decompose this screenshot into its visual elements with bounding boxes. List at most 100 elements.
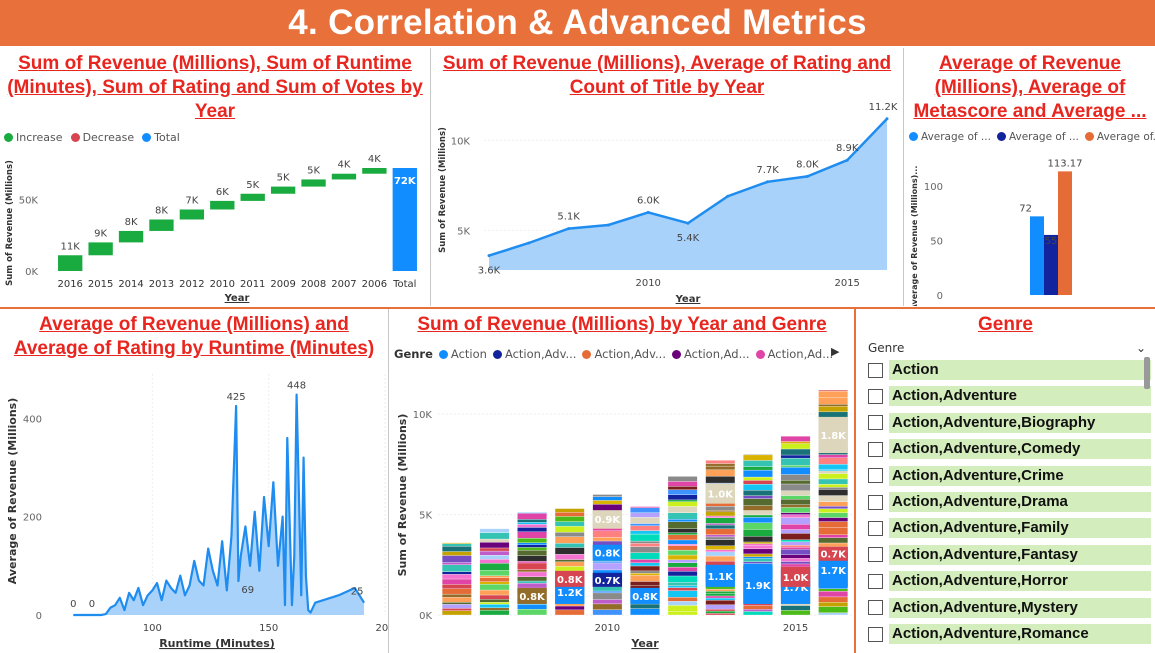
stacked-segment[interactable] <box>517 542 547 546</box>
waterfall-legend-item[interactable]: Increase <box>4 131 63 144</box>
stacked-segment[interactable] <box>818 483 849 488</box>
stacked-segment[interactable] <box>818 534 849 538</box>
stacked-segment[interactable] <box>780 514 811 518</box>
stacked-segment[interactable] <box>818 591 849 598</box>
stacked-segment[interactable] <box>667 494 698 501</box>
stacked-segment[interactable] <box>667 590 698 598</box>
waterfall-legend-item[interactable]: Total <box>142 131 180 144</box>
stacked-segment[interactable] <box>780 529 811 534</box>
stacked-segment[interactable] <box>441 588 472 595</box>
stacked-segment[interactable] <box>667 566 698 572</box>
stacked-segment[interactable] <box>667 559 698 563</box>
stacked-segment[interactable] <box>479 610 510 616</box>
slicer-checkbox[interactable] <box>868 547 883 563</box>
stacked-segment[interactable] <box>743 454 773 456</box>
stacked-segment[interactable] <box>705 515 736 518</box>
stacked-segment[interactable] <box>818 406 849 413</box>
stacked-segment[interactable] <box>667 571 698 577</box>
stacked-segment[interactable] <box>705 597 736 601</box>
stacked-segment[interactable] <box>667 581 698 586</box>
slicer-item[interactable]: Action,Adventure,Family <box>868 518 1151 539</box>
stacked-segment[interactable] <box>780 605 811 611</box>
stacked-segment[interactable] <box>780 474 811 481</box>
stacked-segment[interactable] <box>705 545 736 550</box>
stacked-segment[interactable] <box>667 601 698 606</box>
stacked-segment[interactable] <box>517 544 547 548</box>
stacked-segment[interactable] <box>780 547 811 550</box>
stacked-segment[interactable] <box>592 510 623 529</box>
stacked-segment[interactable] <box>780 539 811 542</box>
stacked-segment[interactable] <box>667 534 698 541</box>
stacked-segment[interactable] <box>441 608 472 611</box>
stacked-segment[interactable] <box>780 454 811 459</box>
stacked-segment[interactable] <box>818 489 849 496</box>
stacked-segment[interactable] <box>705 511 736 517</box>
stacked-segment[interactable] <box>705 613 736 616</box>
stacked-segment[interactable] <box>818 390 849 398</box>
waterfall-bar[interactable] <box>149 219 174 231</box>
stacked-segment[interactable] <box>780 549 811 555</box>
stacked-segment[interactable] <box>780 465 811 468</box>
stacked-segment[interactable] <box>667 476 698 482</box>
stacked-segment[interactable] <box>667 587 698 591</box>
stacked-segment[interactable] <box>743 495 773 499</box>
stacked-segment[interactable] <box>592 537 623 542</box>
stacked-segment[interactable] <box>780 524 811 530</box>
stacked-segment[interactable] <box>667 543 698 546</box>
stacked-segment[interactable] <box>743 466 773 471</box>
stacked-segment[interactable] <box>705 517 736 524</box>
slicer-header[interactable]: Genre ⌄ <box>868 341 1146 355</box>
stacked-legend-item[interactable]: Action,Ad... <box>755 347 833 361</box>
slicer-item[interactable]: Action,Adventure,Biography <box>868 412 1151 433</box>
chevron-down-icon[interactable]: ⌄ <box>1135 341 1146 355</box>
stacked-segment[interactable] <box>780 490 811 496</box>
stacked-segment[interactable] <box>479 581 510 585</box>
stacked-segment[interactable] <box>630 587 660 604</box>
stacked-segment[interactable] <box>592 528 623 531</box>
stacked-segment[interactable] <box>818 546 848 561</box>
stacked-segment[interactable] <box>780 554 811 559</box>
stacked-segment[interactable] <box>705 534 736 538</box>
stacked-segment[interactable] <box>554 554 585 560</box>
stacked-segment[interactable] <box>780 533 811 540</box>
stacked-segment[interactable] <box>743 543 773 546</box>
stacked-segment[interactable] <box>705 595 736 599</box>
line-chart[interactable]: 5K 10K 3.6K 5.1K 6.0K 5.4K 7.7K 8.0K 8.9K 11.2K 20… <box>432 48 902 306</box>
stacked-segment[interactable] <box>667 528 698 533</box>
stacked-segment[interactable] <box>441 571 472 575</box>
bar-legend-item[interactable]: Average of ... <box>996 131 1079 143</box>
stacked-segment[interactable] <box>441 597 472 603</box>
stacked-segment[interactable] <box>667 611 698 616</box>
stacked-segment[interactable] <box>780 558 811 562</box>
stacked-segment[interactable] <box>667 512 698 520</box>
stacked-segment[interactable] <box>780 479 811 485</box>
stacked-segment[interactable] <box>517 522 547 525</box>
runtime-panel[interactable]: Average of Revenue (Millions) and Averag… <box>0 309 388 653</box>
stacked-segment[interactable] <box>780 541 811 546</box>
stacked-segment[interactable] <box>780 517 811 525</box>
stacked-segment[interactable] <box>818 505 849 509</box>
stacked-segment[interactable] <box>705 465 736 471</box>
stacked-segment[interactable] <box>479 577 510 582</box>
stacked-segment[interactable] <box>743 517 773 523</box>
stacked-segment[interactable] <box>818 495 849 502</box>
stacked-segment[interactable] <box>743 556 773 559</box>
stacked-segment[interactable] <box>818 537 849 544</box>
stacked-segment[interactable] <box>780 563 811 568</box>
stacked-segment[interactable] <box>667 575 698 583</box>
stacked-segment[interactable] <box>517 576 547 582</box>
stacked-legend-item[interactable]: Action,Adv... <box>582 347 666 361</box>
stacked-segment[interactable] <box>517 604 547 610</box>
bar[interactable] <box>1058 171 1072 295</box>
stacked-segment[interactable] <box>667 501 698 507</box>
stacked-segment[interactable] <box>554 605 585 611</box>
stacked-segment[interactable] <box>441 542 472 544</box>
bar-panel[interactable]: Average of Revenue (Millions), Average o… <box>905 48 1155 306</box>
stacked-segment[interactable] <box>517 538 547 543</box>
stacked-segment[interactable] <box>743 469 773 478</box>
stacked-segment[interactable] <box>479 532 510 540</box>
stacked-segment[interactable] <box>818 527 849 535</box>
stacked-segment[interactable] <box>630 570 660 574</box>
stacked-segment[interactable] <box>630 608 660 616</box>
stacked-segment[interactable] <box>555 570 585 587</box>
